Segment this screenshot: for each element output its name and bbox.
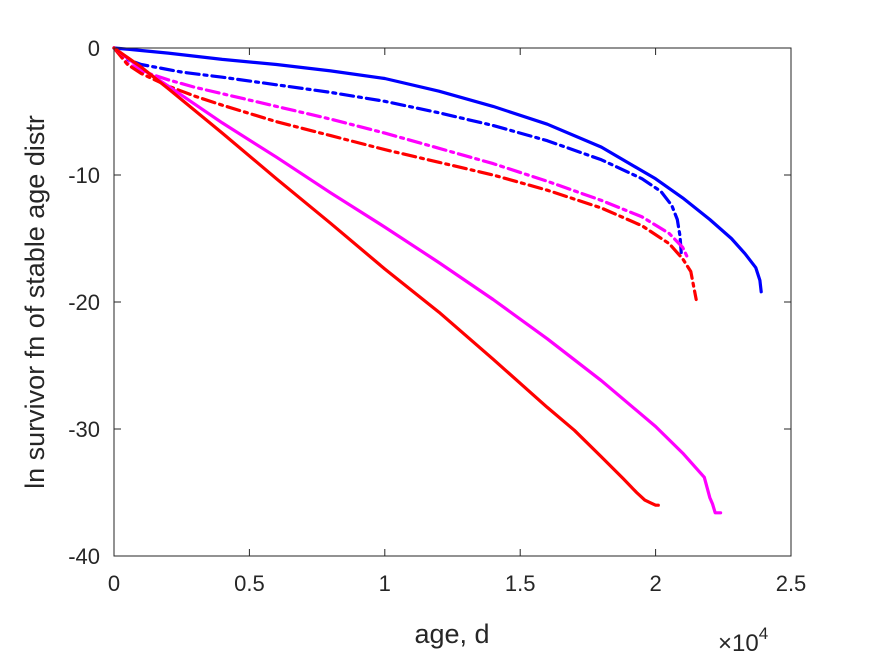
x-tick-label: 0.5 xyxy=(234,571,265,596)
y-tick-label: -10 xyxy=(68,163,100,188)
x-tick-label: 2.5 xyxy=(776,571,807,596)
x-axis-multiplier-base: 10 xyxy=(732,630,759,656)
x-tick-label: 2 xyxy=(649,571,661,596)
series-layer xyxy=(112,46,763,515)
series-line-2 xyxy=(112,46,683,256)
y-tick-label: -40 xyxy=(68,544,100,569)
x-axis-multiplier-exponent: 4 xyxy=(759,624,768,643)
y-tick-label: -30 xyxy=(68,417,100,442)
y-axis-label: ln survivor fn of stable age distr xyxy=(20,115,50,489)
series-line-6 xyxy=(112,46,660,507)
x-axis-multiplier-symbol: × xyxy=(718,630,732,656)
x-tick-label: 1 xyxy=(379,571,391,596)
plot-area-background xyxy=(114,48,791,556)
series-line-3 xyxy=(112,46,690,261)
x-tick-label: 1.5 xyxy=(505,571,536,596)
y-tick-label: -20 xyxy=(68,290,100,315)
series-line-5 xyxy=(112,46,723,515)
x-axis-multiplier: ×104 xyxy=(718,624,768,656)
x-axis-label: age, d xyxy=(414,619,489,649)
tick-layer: 0 0.5 1 1.5 2 2.5 0 -10 -20 -30 -40 xyxy=(68,36,806,596)
x-tick-label: 0 xyxy=(108,571,120,596)
series-line-1 xyxy=(112,46,763,294)
y-tick-label: 0 xyxy=(88,36,100,61)
